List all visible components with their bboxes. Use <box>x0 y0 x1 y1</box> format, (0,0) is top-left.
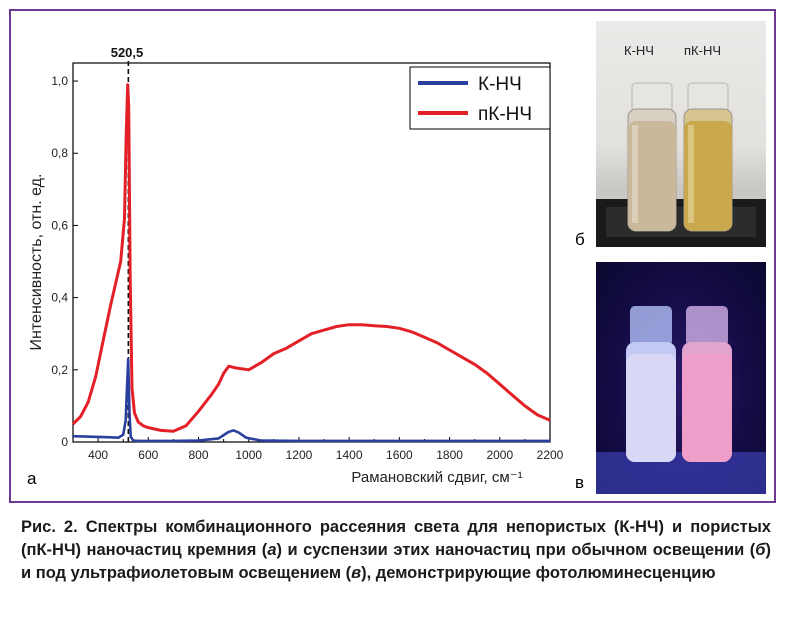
caption-fig-label: Рис. 2. <box>21 518 78 536</box>
legend-label-0: К-НЧ <box>478 74 522 95</box>
series-line-0 <box>72 357 550 443</box>
x-tick-label-4: 1200 <box>286 448 313 462</box>
y-tick-label-1: 0,2 <box>51 363 68 377</box>
x-tick-label-3: 1000 <box>235 448 262 462</box>
panel-letter-b: б <box>575 230 585 249</box>
x-tick-label-5: 1400 <box>336 448 363 462</box>
x-tick-label-8: 2000 <box>486 448 513 462</box>
x-tick-label-7: 1800 <box>436 448 463 462</box>
caption-ref-c: в <box>351 564 362 582</box>
y-tick-label-4: 0,8 <box>51 146 68 160</box>
vial-label-knch: К-НЧ <box>624 43 654 58</box>
panel-letter-c: в <box>575 473 585 492</box>
caption-part-2: ) и суспензии этих наночастиц при обычно… <box>276 541 756 559</box>
x-tick-label-1: 600 <box>138 448 158 462</box>
caption-ref-a: а <box>267 541 277 559</box>
vial-label-pknch: пК-НЧ <box>684 43 721 58</box>
figure-caption: Рис. 2. Спектры комбинационного рассеяни… <box>21 516 771 585</box>
caption-ref-b: б <box>755 541 766 559</box>
y-tick-label-3: 0,6 <box>51 218 68 232</box>
legend-box <box>409 66 551 130</box>
caption-part-1: Спектры комбинационного рассеяния света … <box>21 518 771 559</box>
x-axis-label: Рамановский сдвиг, см⁻¹ <box>351 469 522 486</box>
panel-letter-a: а <box>27 469 37 488</box>
raman-chart: 400 600 800 1000 1200 1400 1600 1800 2000 2200 0 0,… <box>28 45 564 486</box>
legend-label-1: пК-НЧ <box>478 104 532 125</box>
y-tick-label-2: 0,4 <box>51 291 68 305</box>
photo-vials-daylight: К-НЧ пК-НЧ <box>596 21 766 247</box>
x-tick-label-9: 2200 <box>537 448 564 462</box>
series-line-1 <box>71 83 551 433</box>
peak-label: 520,5 <box>111 45 144 60</box>
y-tick-label-0: 0 <box>61 435 68 449</box>
caption-part-4: ), демонстрирующие фотолюминесценцию <box>361 564 716 582</box>
photo-vials-uv <box>596 262 766 494</box>
x-tick-label-2: 800 <box>189 448 209 462</box>
caption-part-3: ) и под ультрафиолетовым освещением ( <box>21 541 771 582</box>
x-tick-label-0: 400 <box>88 448 108 462</box>
y-axis-label: Интенсивность, отн. ед. <box>28 174 45 351</box>
y-tick-label-5: 1,0 <box>51 74 68 88</box>
x-tick-label-6: 1600 <box>386 448 413 462</box>
